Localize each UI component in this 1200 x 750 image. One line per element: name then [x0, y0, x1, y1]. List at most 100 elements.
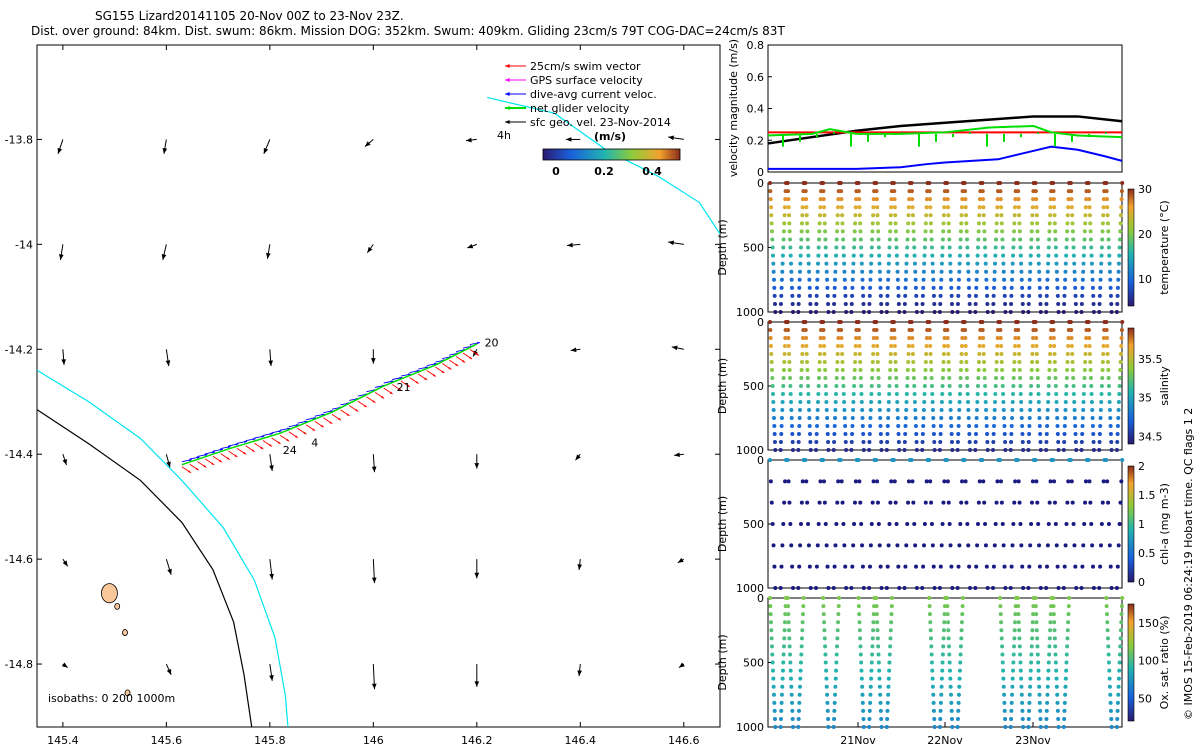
section-profile-point — [920, 301, 925, 306]
colorbar-tick: 0.4 — [642, 165, 662, 178]
section-profile-point — [1036, 676, 1041, 681]
section-profile-point — [974, 564, 979, 569]
section-profile-point — [825, 564, 830, 569]
section-profile-point — [800, 213, 805, 218]
section-profile-point — [992, 277, 997, 282]
section-profile-point — [1030, 205, 1035, 210]
section-profile-point — [914, 432, 919, 436]
section-profile-point — [877, 261, 882, 266]
section-profile-point — [814, 586, 819, 590]
section-profile-point — [1037, 564, 1042, 569]
section-profile-point — [921, 543, 926, 548]
section-profile-point — [940, 652, 945, 657]
section-profile-point — [1035, 221, 1040, 226]
section-profile-point — [994, 376, 999, 380]
section-profile-point — [913, 543, 918, 548]
section-profile-point — [962, 320, 967, 324]
section-profile-point — [1046, 245, 1051, 250]
section-profile-point — [797, 692, 802, 697]
section-profile-point — [1000, 376, 1005, 380]
section-profile-point — [949, 432, 954, 436]
colorbar-title: (m/s) — [594, 130, 626, 143]
section-profile-point — [1088, 500, 1093, 505]
section-profile-point — [946, 628, 951, 633]
section-profile-point — [1036, 522, 1041, 526]
section-profile-point — [771, 261, 776, 266]
section-profile-point — [835, 628, 840, 633]
section-profile-point — [889, 604, 894, 609]
section-profile-point — [1052, 628, 1057, 633]
sfc-velocity-arrow-head — [266, 252, 271, 259]
section-profile-point — [786, 344, 791, 348]
section-profile-point — [1017, 368, 1022, 372]
section-profile-point — [1019, 277, 1024, 282]
section-profile-point — [1035, 229, 1040, 234]
section-profile-point — [905, 384, 910, 388]
island — [122, 629, 128, 636]
section-profile-point — [1036, 660, 1041, 665]
section-profile-point — [799, 652, 804, 657]
section-profile-point — [938, 440, 943, 444]
section-profile-point — [1001, 392, 1006, 396]
section-profile-point — [1083, 221, 1088, 226]
section-profile-point — [782, 360, 787, 364]
section-profile-point — [814, 301, 819, 306]
section-profile-point — [1105, 628, 1110, 633]
section-profile-point — [1056, 440, 1061, 444]
section-profile-point — [1035, 636, 1040, 641]
section-profile-point — [1019, 408, 1024, 412]
section-profile-point — [1000, 368, 1005, 372]
section-profile-point — [983, 261, 988, 266]
section-profile-point — [975, 384, 980, 388]
section-profile-point — [1055, 564, 1060, 569]
section-profile-point — [1017, 229, 1022, 234]
section-profile-point — [869, 660, 874, 665]
section-profile-point — [1008, 586, 1013, 590]
section-profile-point — [870, 360, 875, 364]
section-profile-point — [956, 432, 961, 436]
section-profile-point — [1015, 320, 1020, 324]
section-profile-point — [1010, 543, 1015, 548]
section-profile-point — [1055, 424, 1060, 428]
section-profile-point — [859, 400, 864, 404]
section-profile-point — [963, 205, 968, 210]
section-profile-point — [913, 285, 918, 290]
section-profile-point — [921, 564, 926, 569]
section-profile-point — [861, 440, 866, 444]
section-profile-point — [834, 384, 839, 388]
section-profile-point — [1108, 285, 1113, 290]
section-profile-point — [779, 293, 784, 298]
section-profile-point — [852, 522, 857, 526]
legend-arrow-head — [505, 78, 510, 82]
section-profile-point — [946, 213, 951, 218]
section-profile-point — [921, 416, 926, 420]
sfc-velocity-arrow-head — [668, 240, 674, 246]
section-profile-point — [832, 564, 837, 569]
y-tick-label: -14.2 — [5, 343, 33, 356]
section-profile-point — [798, 400, 803, 404]
section-profile-point — [893, 500, 898, 505]
section-profile-point — [832, 700, 837, 705]
section-profile-point — [1002, 416, 1007, 420]
section-profile-point — [959, 360, 964, 364]
section-profile-point — [956, 293, 961, 298]
section-y-tick-label: 1000 — [736, 444, 764, 457]
section-profile-point — [892, 344, 897, 348]
section-profile-point — [1026, 586, 1031, 590]
section-profile-point — [956, 692, 961, 697]
section-profile-point — [800, 205, 805, 210]
swim-arrow-head — [372, 400, 376, 403]
section-profile-point — [787, 368, 792, 372]
section-profile-point — [821, 181, 826, 185]
section-profile-point — [836, 197, 841, 202]
section-profile-point — [843, 424, 848, 428]
section-profile-point — [1109, 301, 1114, 306]
section-profile-point — [1116, 684, 1121, 689]
section-profile-point — [947, 652, 952, 657]
section-profile-point — [799, 368, 804, 372]
section-profile-point — [869, 261, 874, 266]
section-profile-point — [770, 660, 775, 665]
section-profile-point — [974, 408, 979, 412]
legend-label: net glider velocity — [530, 102, 630, 115]
